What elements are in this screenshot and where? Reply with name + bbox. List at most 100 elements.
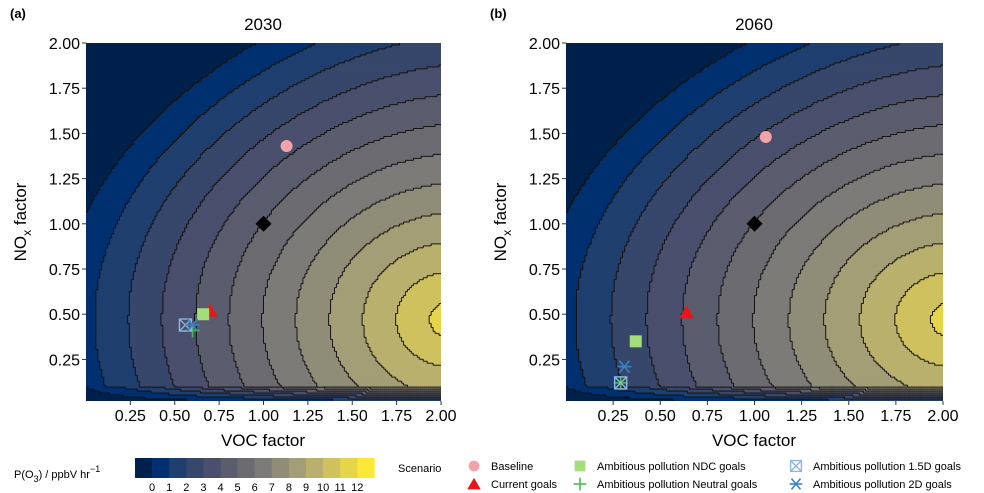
legend-key-triangle	[467, 477, 481, 490]
y-tick-label: 1.25	[49, 172, 80, 189]
colorbar: P(O3) / ppbV hr−1 0 1 2 3 4 5 6 7 8 9 10 11 12	[14, 458, 375, 493]
colorbar-label: 12	[351, 482, 363, 493]
legend-label: Baseline	[491, 461, 533, 473]
scenario-points	[613, 131, 772, 390]
colorbar-label: 8	[286, 482, 292, 493]
colorbar-label: 7	[269, 482, 275, 493]
scenario-point-asterisk	[617, 360, 632, 374]
x-tick-label: 1.00	[248, 408, 279, 425]
scenario-point-triangle	[679, 305, 695, 319]
axis-ticks: 0.25 0.50 0.75 1.00 1.25 1.50 1.75 2.00 0.25 0.50…	[49, 36, 457, 425]
legend-title: Scenario	[398, 463, 441, 475]
scenario-point-asterisk	[185, 318, 200, 332]
x-axis-label: VOC factor	[712, 431, 796, 450]
y-tick-label: 1.75	[49, 81, 80, 98]
y-tick-label: 1.75	[529, 81, 560, 98]
legend-key-circle	[468, 460, 480, 472]
x-tick-label: 0.50	[159, 408, 190, 425]
legend-key-square	[574, 460, 586, 472]
colorbar-swatch	[237, 458, 255, 478]
y-tick-label: 0.75	[529, 262, 560, 279]
x-tick-label: 0.25	[115, 408, 146, 425]
y-axis-label: NOx factor	[11, 182, 34, 261]
colorbar-swatch	[288, 458, 307, 478]
colorbar-swatch	[220, 458, 238, 478]
legend-label: Current goals	[491, 479, 558, 491]
colorbar-label: 9	[303, 482, 309, 493]
legend-entries: Baseline Current goals Ambitious pollution…	[467, 459, 961, 491]
y-tick-label: 1.25	[529, 172, 560, 189]
y-tick-label: 0.50	[529, 307, 560, 324]
y-tick-label: 2.00	[529, 36, 560, 53]
contour-plot	[566, 43, 943, 401]
colorbar-label: 0	[149, 482, 155, 493]
colorbar-swatch	[323, 458, 341, 478]
x-tick-label: 1.00	[739, 408, 770, 425]
legend-label: Ambitious pollution NDC goals	[597, 461, 746, 473]
colorbar-label: 11	[334, 482, 345, 493]
colorbar-swatch	[152, 458, 170, 478]
scenario-point-circle	[280, 140, 293, 153]
x-axis-label: VOC factor	[221, 431, 305, 450]
colorbar-swatch	[135, 458, 153, 478]
colorbar-swatch	[271, 458, 290, 478]
panel-title: 2060	[735, 15, 773, 34]
y-tick-label: 0.25	[529, 352, 560, 369]
x-tick-label: 1.25	[786, 408, 817, 425]
y-tick-label: 1.00	[49, 217, 80, 234]
x-tick-label: 1.25	[292, 408, 323, 425]
scenario-points	[178, 140, 293, 338]
y-tick-label: 0.25	[49, 352, 80, 369]
colorbar-swatch	[169, 458, 187, 478]
y-tick-label: 1.50	[529, 126, 560, 143]
colorbar-swatch	[306, 458, 324, 478]
colorbar-labels: 0 1 2 3 4 5 6 7 8 9 10 11 12	[149, 482, 363, 493]
y-tick-label: 0.75	[49, 262, 80, 279]
colorbar-label: 3	[200, 482, 206, 493]
x-tick-label: 1.75	[880, 408, 911, 425]
scenario-point-diamond	[255, 215, 272, 232]
colorbar-label: 10	[317, 482, 329, 493]
y-tick-label: 2.00	[49, 36, 80, 53]
colorbar-swatch	[357, 458, 375, 478]
colorbar-swatch	[340, 458, 358, 478]
colorbar-label: 1	[166, 482, 172, 493]
legend-key-boxcross	[789, 459, 803, 473]
panel-b: (b) 2060 0.25 0.50 0.75 1.00 1.25 1.50 1.75 2.0…	[490, 6, 959, 450]
x-tick-label: 1.50	[337, 408, 368, 425]
legend-label: Ambitious pollution Neutral goals	[597, 479, 758, 491]
x-tick-label: 2.00	[927, 408, 958, 425]
scenario-point-square	[197, 308, 210, 321]
axis-ticks: 0.25 0.50 0.75 1.00 1.25 1.50 1.75 2.00 0.25 0.50…	[529, 36, 959, 425]
colorbar-swatch	[186, 458, 204, 478]
x-tick-label: 1.50	[833, 408, 864, 425]
colorbar-label: 5	[235, 482, 241, 493]
legend-key-plus	[573, 477, 587, 491]
scenario-legend: Scenario Baseline Current goals Ambitious …	[398, 459, 961, 491]
panel-a: (a) 2030 0.25 0.50 0.75 1.00 1.25 1.50 1.75 2.0…	[10, 6, 457, 450]
panel-label: (b)	[490, 6, 507, 21]
y-tick-label: 0.50	[49, 307, 80, 324]
colorbar-swatches	[135, 458, 375, 478]
legend-label: Ambitious pollution 2D goals	[813, 479, 952, 491]
legend-label: Ambitious pollution 1.5D goals	[813, 461, 961, 473]
x-tick-label: 0.75	[204, 408, 235, 425]
colorbar-title: P(O3) / ppbV hr−1	[14, 464, 100, 484]
colorbar-label: 4	[217, 482, 223, 493]
scenario-point-diamond	[746, 215, 763, 232]
x-tick-label: 0.50	[645, 408, 676, 425]
y-tick-label: 1.50	[49, 126, 80, 143]
scenario-point-circle	[759, 131, 772, 144]
contour-plot	[86, 43, 441, 401]
scenario-point-boxcross	[613, 376, 628, 390]
panel-label: (a)	[10, 6, 26, 21]
colorbar-swatch	[203, 458, 221, 478]
y-tick-label: 1.00	[529, 217, 560, 234]
colorbar-label: 6	[252, 482, 258, 493]
colorbar-label: 2	[183, 482, 189, 493]
y-axis-label: NOx factor	[491, 182, 514, 261]
x-tick-label: 1.75	[381, 408, 412, 425]
scenario-point-square	[629, 335, 642, 348]
x-tick-label: 0.25	[598, 408, 629, 425]
